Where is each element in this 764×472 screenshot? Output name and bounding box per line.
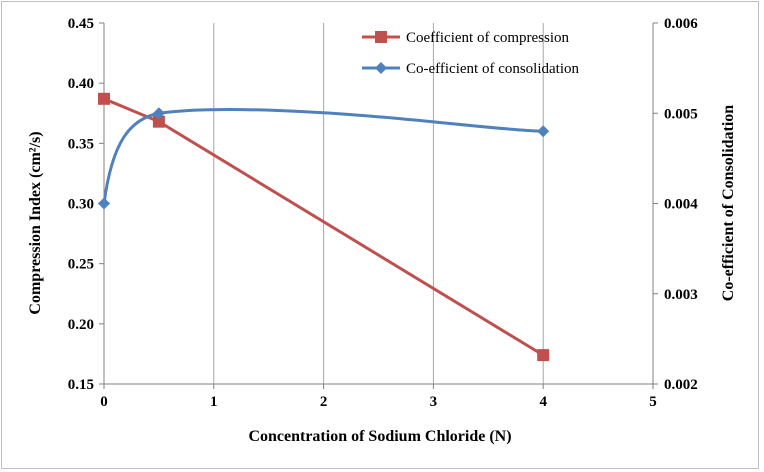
y-left-tick-label: 0.20: [68, 317, 94, 333]
x-tick-label: 1: [210, 394, 218, 410]
y-right-tick-label: 0.002: [664, 377, 698, 393]
y-left-tick-label: 0.40: [68, 76, 94, 92]
data-point-consolidation: [98, 197, 110, 210]
y-left-tick-label: 0.45: [68, 16, 94, 32]
x-tick-label: 3: [430, 394, 438, 410]
x-tick-label: 4: [539, 394, 547, 410]
plot-series: [98, 92, 550, 362]
data-point-consolidation: [152, 107, 165, 120]
data-point-consolidation: [537, 125, 550, 138]
y-left-tick-label: 0.25: [68, 257, 94, 273]
legend: Coefficient of compression Co-efficient o…: [362, 30, 580, 77]
y-axis-right-title: Co-efficient of Consolidation: [720, 105, 737, 302]
tick-labels: 0 1 2 3 4 5 0.15 0.20 0.25 0.30 0.35 0.40 0.45 0.002 0…: [68, 16, 699, 410]
legend-label-compression: Coefficient of compression: [406, 30, 570, 46]
x-tick-label: 5: [649, 394, 657, 410]
series-line-consolidation: [102, 108, 544, 204]
data-point-compression: [98, 92, 110, 105]
legend-marker-consolidation: [375, 62, 387, 74]
y-left-tick-label: 0.15: [68, 377, 94, 393]
data-point-compression: [537, 349, 550, 362]
legend-label-consolidation: Co-efficient of consolidation: [406, 61, 580, 77]
y-right-tick-label: 0.006: [664, 16, 698, 32]
legend-marker-compression: [375, 31, 387, 43]
gridlines: [213, 23, 544, 384]
x-tick-label: 2: [320, 394, 328, 410]
data-point-compression: [152, 115, 165, 128]
y-right-tick-label: 0.005: [664, 106, 698, 122]
y-right-tick-label: 0.004: [664, 197, 698, 213]
y-right-tick-label: 0.003: [664, 287, 698, 303]
y-axis-left-title: Compression Index (cm²/s): [27, 131, 44, 314]
y-left-tick-label: 0.30: [68, 197, 94, 213]
x-axis-title: Concentration of Sodium Chloride (N): [248, 428, 511, 445]
y-left-tick-label: 0.35: [68, 136, 94, 152]
x-tick-label: 0: [100, 394, 108, 410]
